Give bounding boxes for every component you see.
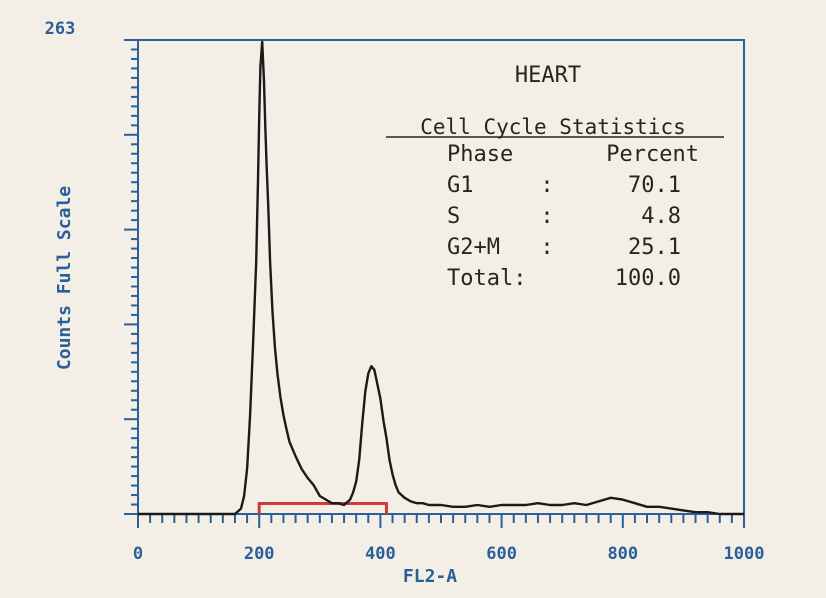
stats-separator: : bbox=[540, 204, 553, 229]
x-tick-label: 1000 bbox=[724, 544, 765, 564]
x-tick-label: 600 bbox=[486, 544, 517, 564]
stats-heading: Cell Cycle Statistics bbox=[420, 115, 686, 139]
stats-phase: G2+M bbox=[447, 235, 500, 260]
chart-title: HEART bbox=[515, 63, 581, 88]
stats-phase: G1 bbox=[447, 173, 474, 198]
stats-phase: Total: bbox=[447, 266, 526, 291]
x-tick-label: 200 bbox=[244, 544, 275, 564]
histogram-series-line bbox=[138, 40, 744, 516]
stats-col-percent: Percent bbox=[606, 142, 699, 167]
stats-percent: 4.8 bbox=[641, 204, 681, 229]
stats-separator: : bbox=[540, 173, 553, 198]
stats-percent: 70.1 bbox=[628, 173, 681, 198]
stats-col-phase: Phase bbox=[447, 142, 513, 167]
cell-cycle-stats-table: Cell Cycle Statistics Phase Percent G1: 7… bbox=[386, 115, 724, 291]
y-axis-label: Counts Full Scale bbox=[54, 186, 75, 370]
x-tick-label: 800 bbox=[607, 544, 638, 564]
stats-phase: S bbox=[447, 204, 460, 229]
x-tick-label: 0 bbox=[133, 544, 143, 564]
x-axis-label: FL2-A bbox=[403, 566, 457, 587]
stats-percent: 100.0 bbox=[615, 266, 681, 291]
y-max-label: 263 bbox=[45, 19, 76, 39]
gate-marker bbox=[257, 502, 388, 514]
x-tick-label: 400 bbox=[365, 544, 396, 564]
stats-percent: 25.1 bbox=[628, 235, 681, 260]
stats-separator: : bbox=[540, 235, 553, 260]
